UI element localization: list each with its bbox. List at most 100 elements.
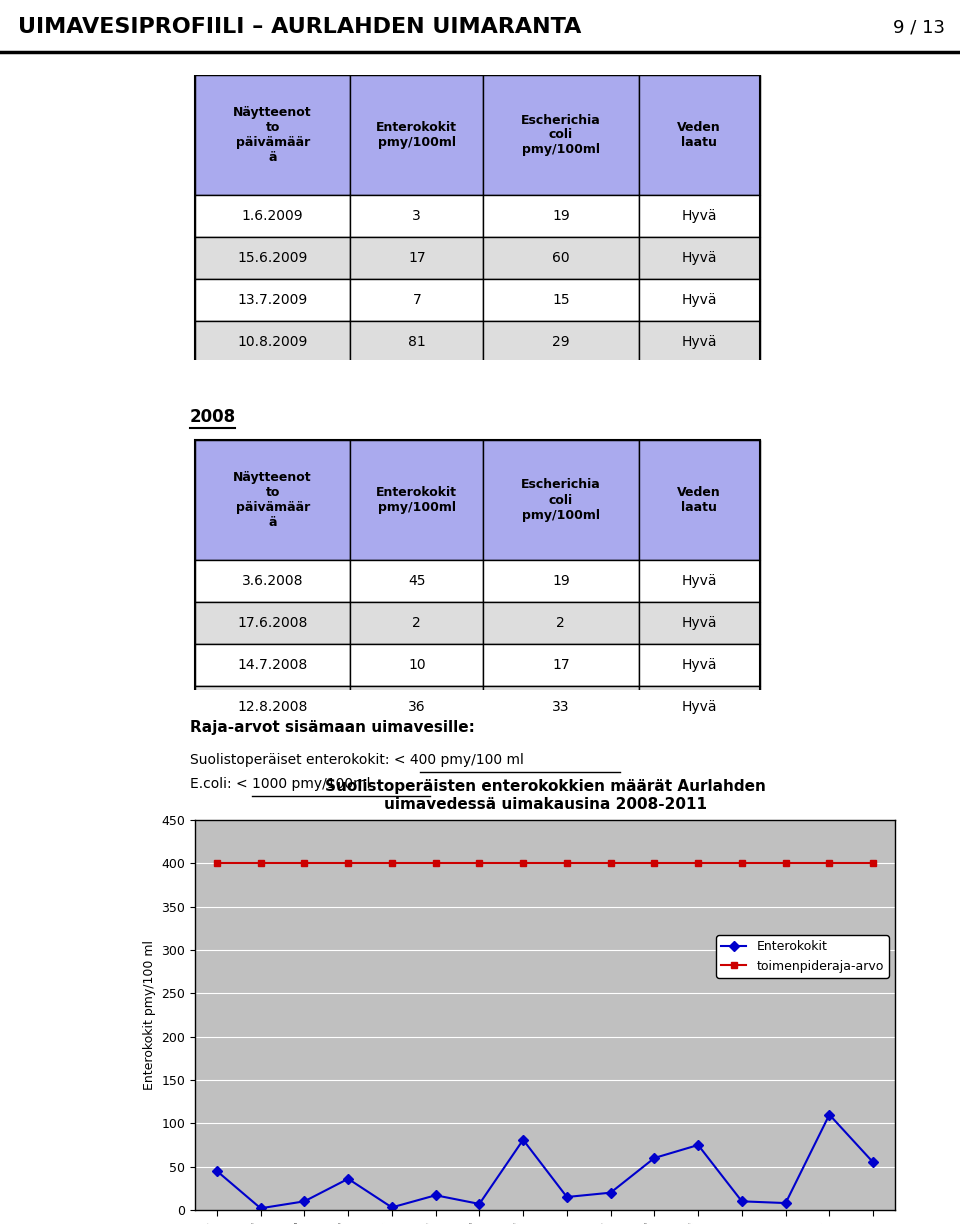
Text: Enterokokit
pmy/100ml: Enterokokit pmy/100ml [376,121,457,149]
Text: 7: 7 [413,293,421,307]
Bar [350,237,483,279]
Text: 29: 29 [552,335,569,349]
Text: 1.6.2009: 1.6.2009 [242,209,303,223]
Enterokokit [254,1201,266,1215]
Bar [483,321,638,364]
Bar [350,439,483,561]
Bar [195,75,350,195]
Bar [195,439,350,561]
toimenpideraja-arvo [299,856,310,870]
Bar [350,279,483,321]
Text: 2: 2 [557,616,565,630]
Enterokokit [780,1196,791,1211]
Text: 3.6.2008: 3.6.2008 [242,574,303,588]
Enterokokit [473,1197,485,1212]
Legend: Enterokokit, toimenpideraja-arvo: Enterokokit, toimenpideraja-arvo [716,935,889,978]
Bar [195,685,350,728]
Bar [483,685,638,728]
toimenpideraja-arvo [473,856,485,870]
toimenpideraja-arvo [824,856,835,870]
Bar [638,195,760,237]
Text: 17: 17 [408,251,425,266]
Bar [350,321,483,364]
Bar [195,279,350,321]
Bar [483,644,638,685]
Text: 45: 45 [408,574,425,588]
Text: Hyvä: Hyvä [682,335,717,349]
Bar [195,195,350,237]
Bar [195,561,350,602]
Enterokokit [692,1137,704,1152]
toimenpideraja-arvo [561,856,572,870]
Text: 10.8.2009: 10.8.2009 [237,335,308,349]
Text: Näytteenot
to
päivämäär
ä: Näytteenot to päivämäär ä [233,471,312,529]
Text: 14.7.2008: 14.7.2008 [237,659,308,672]
toimenpideraja-arvo [386,856,397,870]
Bar [195,237,350,279]
Enterokokit [824,1108,835,1122]
Text: 3: 3 [413,209,421,223]
Bar [638,439,760,561]
Enterokokit [211,1164,223,1179]
toimenpideraja-arvo [211,856,223,870]
Bar [350,602,483,644]
Enterokokit [517,1132,529,1147]
Text: Hyvä: Hyvä [682,209,717,223]
Text: 12.8.2008: 12.8.2008 [237,700,308,714]
toimenpideraja-arvo [343,856,354,870]
Text: 2: 2 [413,616,421,630]
Bar [350,561,483,602]
Bar [638,685,760,728]
Y-axis label: Enterokokit pmy/100 ml: Enterokokit pmy/100 ml [143,940,156,1091]
toimenpideraja-arvo [254,856,266,870]
toimenpideraja-arvo [780,856,791,870]
Text: Hyvä: Hyvä [682,700,717,714]
Text: E.coli: < 1000 pmy/100ml: E.coli: < 1000 pmy/100ml [190,777,371,791]
Text: 2008: 2008 [190,408,236,426]
Bar [638,644,760,685]
Bar [195,321,350,364]
Text: Veden
laatu: Veden laatu [678,121,721,149]
Enterokokit [386,1200,397,1214]
Enterokokit [649,1151,660,1165]
Text: 15.6.2009: 15.6.2009 [237,251,308,266]
Bar [483,439,638,561]
Bar [638,237,760,279]
Bar [638,279,760,321]
Bar [638,561,760,602]
Bar [483,561,638,602]
toimenpideraja-arvo [649,856,660,870]
Enterokokit [605,1185,616,1200]
Bar [483,279,638,321]
Text: Escherichia
coli
pmy/100ml: Escherichia coli pmy/100ml [521,114,601,157]
Text: Suolistoperäiset enterokokit: < 400 pmy/100 ml: Suolistoperäiset enterokokit: < 400 pmy/… [190,753,524,767]
Text: Veden
laatu: Veden laatu [678,486,721,514]
Bar [638,602,760,644]
Text: Hyvä: Hyvä [682,574,717,588]
Text: UIMAVESIPROFIILI – AURLAHDEN UIMARANTA: UIMAVESIPROFIILI – AURLAHDEN UIMARANTA [18,17,582,37]
Bar [195,602,350,644]
toimenpideraja-arvo [692,856,704,870]
Bar [195,75,760,364]
Enterokokit [868,1155,879,1170]
Text: 33: 33 [552,700,569,714]
Text: 36: 36 [408,700,425,714]
Enterokokit [736,1193,748,1208]
toimenpideraja-arvo [430,856,442,870]
Bar [350,75,483,195]
Text: 10: 10 [408,659,425,672]
Text: Escherichia
coli
pmy/100ml: Escherichia coli pmy/100ml [521,479,601,521]
Line: Enterokokit: Enterokokit [213,1111,876,1212]
Text: 15: 15 [552,293,569,307]
Bar [195,644,350,685]
Bar [350,685,483,728]
Text: Hyvä: Hyvä [682,659,717,672]
Bar [195,439,760,728]
Text: 17.6.2008: 17.6.2008 [237,616,308,630]
toimenpideraja-arvo [736,856,748,870]
Text: 9 / 13: 9 / 13 [893,18,945,35]
Bar [638,75,760,195]
Text: 19: 19 [552,209,569,223]
Text: 17: 17 [552,659,569,672]
Text: Enterokokit
pmy/100ml: Enterokokit pmy/100ml [376,486,457,514]
